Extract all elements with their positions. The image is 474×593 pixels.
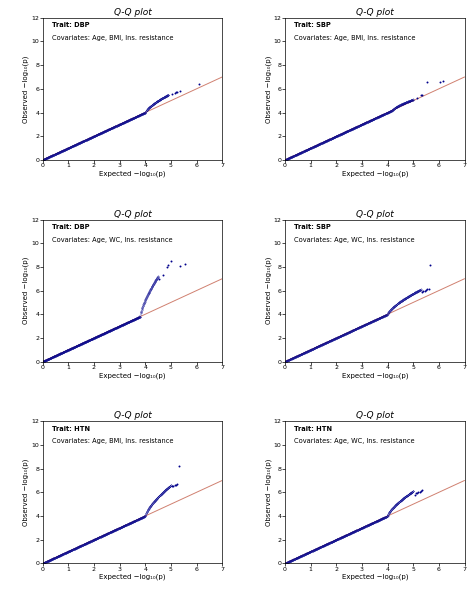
- Point: [171, 480, 179, 490]
- Point: [195, 79, 203, 89]
- Y-axis label: Observed −log₁₀(p): Observed −log₁₀(p): [265, 458, 272, 526]
- Text: Trait: SBP: Trait: SBP: [294, 22, 331, 28]
- Point: [439, 76, 447, 86]
- Point: [424, 78, 431, 87]
- Point: [173, 87, 181, 97]
- Y-axis label: Observed −log₁₀(p): Observed −log₁₀(p): [265, 55, 272, 123]
- X-axis label: Expected −log₁₀(p): Expected −log₁₀(p): [99, 574, 166, 581]
- Point: [419, 90, 426, 100]
- Title: Q-Q plot: Q-Q plot: [114, 412, 151, 420]
- Point: [171, 88, 179, 98]
- Point: [419, 485, 426, 495]
- Point: [416, 487, 423, 496]
- Point: [417, 91, 425, 100]
- X-axis label: Expected −log₁₀(p): Expected −log₁₀(p): [99, 170, 166, 177]
- Point: [415, 487, 422, 497]
- Y-axis label: Observed −log₁₀(p): Observed −log₁₀(p): [265, 257, 272, 324]
- Text: Trait: HTN: Trait: HTN: [294, 426, 332, 432]
- Text: Covariates: Age, BMI, Ins. resistance: Covariates: Age, BMI, Ins. resistance: [294, 35, 416, 41]
- X-axis label: Expected −log₁₀(p): Expected −log₁₀(p): [341, 170, 408, 177]
- Text: Trait: DBP: Trait: DBP: [52, 224, 89, 230]
- Point: [172, 88, 180, 97]
- Point: [437, 77, 444, 87]
- Point: [413, 94, 421, 103]
- Point: [413, 488, 421, 498]
- Title: Q-Q plot: Q-Q plot: [114, 210, 151, 219]
- X-axis label: Expected −log₁₀(p): Expected −log₁₀(p): [341, 372, 408, 379]
- Point: [164, 260, 172, 269]
- Title: Q-Q plot: Q-Q plot: [356, 412, 393, 420]
- Y-axis label: Observed −log₁₀(p): Observed −log₁₀(p): [23, 458, 29, 526]
- Point: [424, 285, 431, 294]
- Y-axis label: Observed −log₁₀(p): Observed −log₁₀(p): [23, 257, 29, 324]
- Text: Covariates: Age, WC, Ins. resistance: Covariates: Age, WC, Ins. resistance: [52, 237, 172, 243]
- Point: [421, 286, 428, 295]
- Point: [176, 86, 183, 95]
- Point: [175, 461, 182, 471]
- Title: Q-Q plot: Q-Q plot: [356, 8, 393, 17]
- Point: [172, 480, 180, 489]
- Text: Covariates: Age, BMI, Ins. resistance: Covariates: Age, BMI, Ins. resistance: [52, 438, 173, 444]
- Point: [170, 481, 177, 490]
- Point: [173, 479, 181, 489]
- Point: [159, 270, 167, 280]
- Point: [412, 489, 419, 498]
- Title: Q-Q plot: Q-Q plot: [114, 8, 151, 17]
- Point: [176, 261, 183, 270]
- Point: [167, 256, 175, 266]
- Point: [419, 286, 427, 296]
- Point: [168, 482, 176, 491]
- Text: Covariates: Age, BMI, Ins. resistance: Covariates: Age, BMI, Ins. resistance: [52, 35, 173, 41]
- Point: [425, 284, 432, 294]
- Y-axis label: Observed −log₁₀(p): Observed −log₁₀(p): [23, 55, 29, 123]
- Text: Trait: SBP: Trait: SBP: [294, 224, 331, 230]
- Text: Covariates: Age, WC, Ins. resistance: Covariates: Age, WC, Ins. resistance: [294, 237, 415, 243]
- Point: [181, 259, 189, 269]
- Text: Trait: DBP: Trait: DBP: [52, 22, 89, 28]
- X-axis label: Expected −log₁₀(p): Expected −log₁₀(p): [341, 574, 408, 581]
- Title: Q-Q plot: Q-Q plot: [356, 210, 393, 219]
- X-axis label: Expected −log₁₀(p): Expected −log₁₀(p): [99, 372, 166, 379]
- Text: Covariates: Age, WC, Ins. resistance: Covariates: Age, WC, Ins. resistance: [294, 438, 415, 444]
- Point: [417, 486, 425, 496]
- Point: [422, 285, 430, 295]
- Point: [426, 260, 434, 269]
- Point: [419, 287, 426, 296]
- Text: Trait: HTN: Trait: HTN: [52, 426, 90, 432]
- Point: [163, 262, 171, 272]
- Point: [155, 274, 163, 283]
- Point: [410, 490, 418, 499]
- Point: [168, 90, 176, 99]
